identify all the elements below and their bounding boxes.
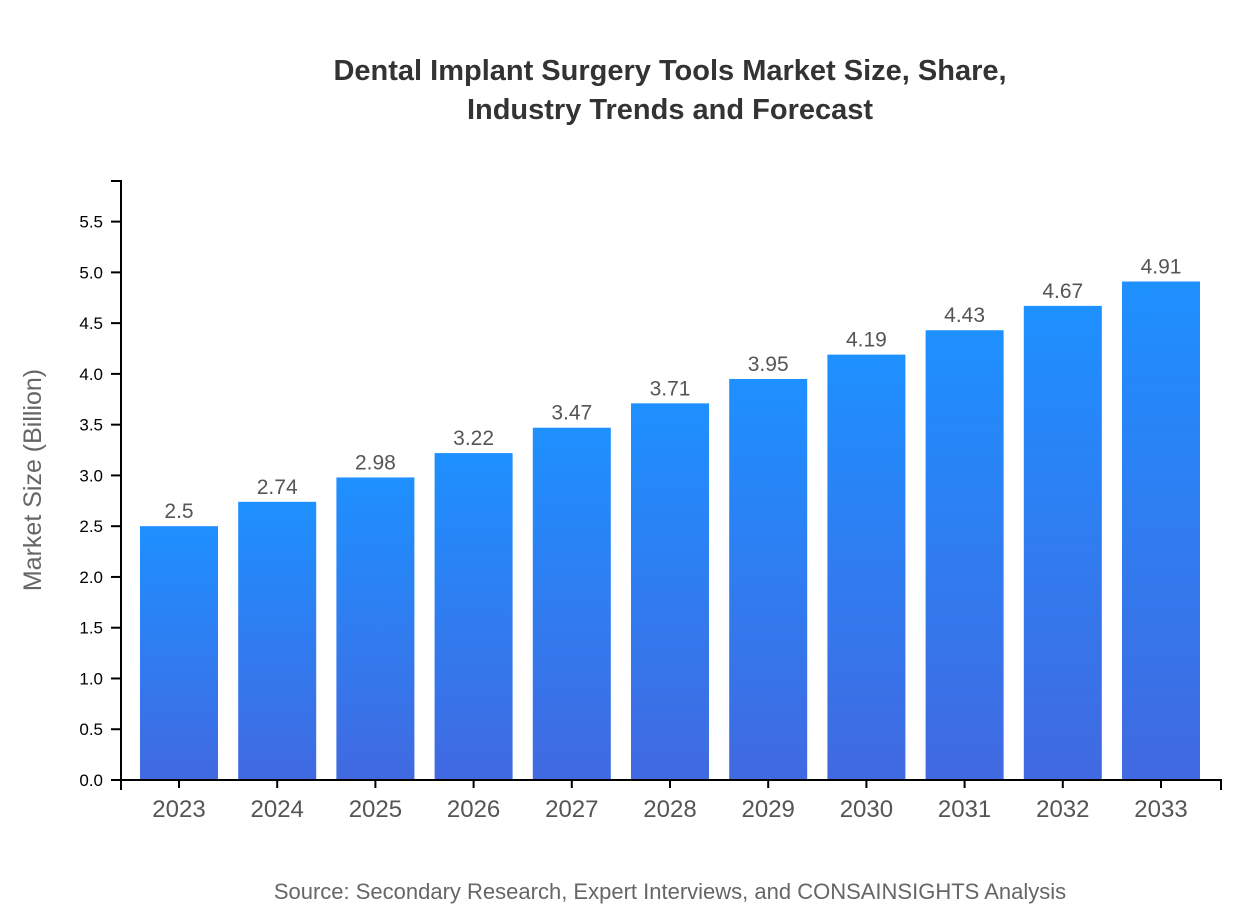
bar-2028	[631, 403, 709, 780]
x-tick-label-2025: 2025	[349, 796, 402, 823]
x-tick-label-2026: 2026	[447, 796, 500, 823]
y-tick-label-2.5: 2.5	[79, 517, 103, 536]
data-label-2031: 4.43	[944, 304, 985, 327]
y-axis-label: Market Size (Billion)	[19, 369, 47, 591]
bar-2033	[1122, 281, 1200, 780]
x-tick-label-2029: 2029	[742, 796, 795, 823]
y-tick-label-1.0: 1.0	[79, 669, 103, 688]
x-tick-label-2024: 2024	[251, 796, 304, 823]
bar-2027	[532, 427, 611, 780]
y-tick-label-0.5: 0.5	[79, 720, 103, 739]
bar-2026	[434, 453, 513, 780]
x-tick-label-2023: 2023	[152, 796, 205, 823]
data-label-2029: 3.95	[748, 353, 789, 376]
y-tick-label-1.5: 1.5	[79, 619, 103, 638]
source-note: Source: Secondary Research, Expert Inter…	[274, 879, 1066, 904]
bar-2032	[1023, 305, 1102, 780]
y-axis-line	[111, 180, 122, 781]
y-tick-label-5.0: 5.0	[79, 263, 103, 282]
x-tick-label-2030: 2030	[840, 796, 893, 823]
data-label-2023: 2.5	[164, 500, 193, 523]
data-label-2032: 4.67	[1042, 280, 1083, 303]
chart-title-line-1: Dental Implant Surgery Tools Market Size…	[333, 55, 1006, 87]
bars: 2.5 2.74 2.98 3.22 3.47 3.71 3.95 4.19 4.43 4.67 4…	[140, 256, 1200, 780]
data-label-2028: 3.71	[650, 377, 691, 400]
y-tick-label-2.0: 2.0	[79, 568, 103, 587]
x-axis: 2023 2024 2025 2026 2027 2028 2029 2030 2031 2032…	[120, 779, 1222, 823]
chart-title-line-2: Industry Trends and Forecast	[467, 94, 873, 126]
y-tick-label-3.5: 3.5	[79, 416, 103, 435]
x-axis-line	[120, 779, 1222, 790]
bar-2030	[827, 354, 906, 780]
data-label-2027: 3.47	[551, 402, 592, 425]
x-tick-label-2033: 2033	[1134, 796, 1187, 823]
y-tick-label-5.5: 5.5	[79, 213, 103, 232]
bar-2031	[925, 330, 1004, 780]
y-axis: 0.0 0.5 1.0 1.5 2.0 2.5 3.0 3.5 4.0 4.5 5.0 5.5	[79, 180, 122, 790]
x-tick-label-2031: 2031	[938, 796, 991, 823]
data-label-2030: 4.19	[846, 329, 887, 352]
y-tick-label-4.0: 4.0	[79, 365, 103, 384]
data-label-2026: 3.22	[453, 427, 494, 450]
x-tick-label-2027: 2027	[545, 796, 598, 823]
y-tick-label-0.0: 0.0	[79, 771, 103, 790]
bar-2023	[140, 526, 218, 780]
y-tick-label-3.0: 3.0	[79, 466, 103, 485]
data-label-2033: 4.91	[1141, 256, 1182, 279]
data-label-2025: 2.98	[355, 451, 396, 474]
x-tick-label-2028: 2028	[643, 796, 696, 823]
bar-2025	[336, 477, 415, 780]
data-label-2024: 2.74	[257, 476, 298, 499]
bar-2029	[729, 378, 808, 780]
bar-2024	[238, 501, 317, 780]
x-tick-label-2032: 2032	[1036, 796, 1089, 823]
y-tick-label-4.5: 4.5	[79, 314, 103, 333]
